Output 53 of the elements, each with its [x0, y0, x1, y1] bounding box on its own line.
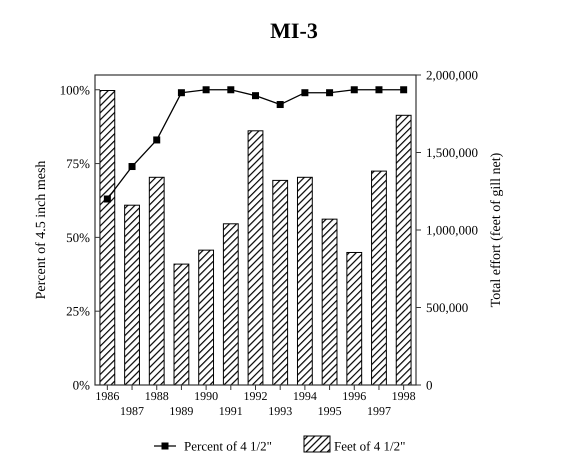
y-tick-label: 100% [60, 82, 90, 98]
y2-tick-label: 2,000,000 [426, 68, 478, 83]
bar [272, 180, 288, 386]
bar [198, 250, 214, 386]
y-tick-label: 75% [66, 156, 90, 172]
point [252, 92, 259, 100]
point [153, 136, 160, 144]
y-axis-title: Percent of 4.5 inch mesh [34, 160, 49, 300]
x-tick-label: 1990 [194, 389, 218, 403]
y-tick-label: 0% [72, 378, 90, 393]
x-tick-label: 1994 [292, 389, 317, 403]
x-tick-label: 1992 [244, 389, 268, 403]
legend-label: Percent of 4 1/2" [184, 438, 272, 454]
point [104, 196, 111, 202]
chart-title: MI-3 [270, 18, 318, 43]
y2-axis-title: Total effort (feet of gill net) [489, 152, 504, 308]
point [350, 86, 358, 94]
point [178, 89, 185, 96]
point [375, 86, 382, 94]
y2-tick-label: 500,000 [426, 300, 468, 316]
bar [124, 204, 140, 386]
x-tick-label: 1991 [218, 404, 243, 418]
x-tick-label: 1998 [392, 389, 416, 403]
x-tick-label: 1989 [169, 404, 194, 418]
bar [174, 264, 190, 386]
point [128, 163, 136, 170]
y-tick-label: 25% [66, 304, 90, 319]
x-tick-label: 1996 [342, 389, 366, 403]
point [326, 89, 334, 96]
bar [396, 114, 412, 386]
bar [296, 176, 313, 386]
x-tick-label: 1993 [268, 404, 292, 418]
x-tick-label: 1997 [366, 404, 391, 418]
x-tick-label: 1995 [318, 404, 342, 418]
point [202, 86, 210, 94]
bar [248, 130, 264, 386]
point [227, 86, 234, 94]
point [400, 86, 408, 94]
x-tick-label: 1987 [120, 404, 144, 418]
point [301, 89, 308, 96]
y2-tick-label: 1,000,000 [426, 222, 478, 238]
bar [371, 170, 387, 386]
bar [222, 223, 239, 386]
legend-label: Feet of 4 1/2" [334, 438, 406, 454]
point [276, 101, 284, 108]
y-tick-label: 50% [66, 230, 90, 245]
x-tick-label: 1986 [95, 389, 120, 403]
x-tick-label: 1988 [144, 389, 169, 403]
bar [148, 176, 165, 386]
y2-tick-label: 0 [426, 378, 432, 393]
bar [322, 218, 338, 386]
bar [346, 252, 362, 386]
y2-tick-label: 1,500,000 [426, 145, 478, 160]
